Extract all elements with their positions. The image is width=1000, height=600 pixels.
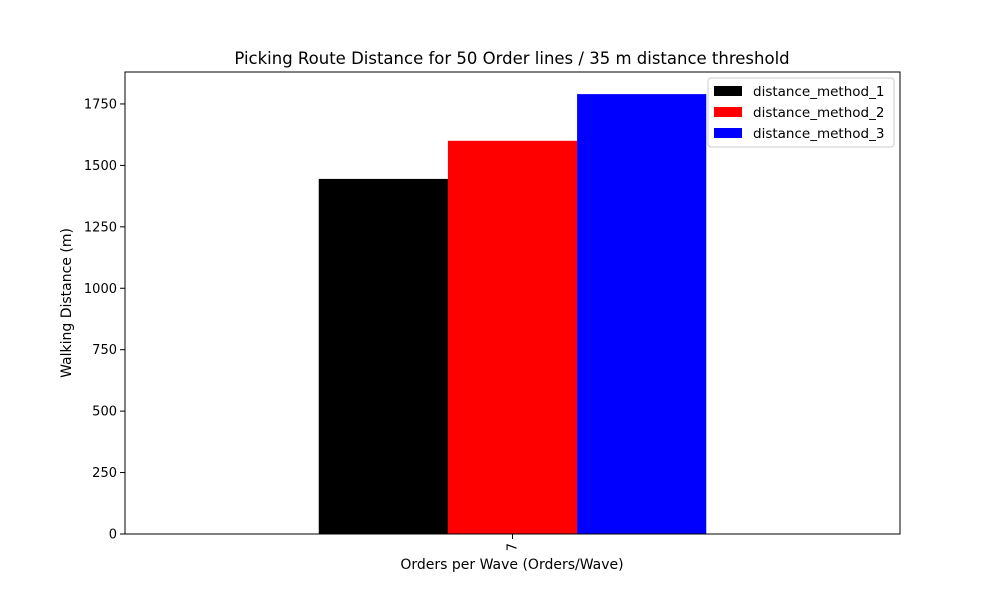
x-tick-label: 7 <box>506 543 521 551</box>
y-tick-label: 250 <box>92 466 117 481</box>
legend-swatch <box>714 107 742 117</box>
legend-swatch <box>714 128 742 138</box>
y-tick-label: 1000 <box>84 282 117 297</box>
y-tick-label: 1750 <box>84 97 117 112</box>
y-tick-label: 1500 <box>84 159 117 174</box>
chart-title: Picking Route Distance for 50 Order line… <box>234 49 789 68</box>
y-tick-label: 1250 <box>84 220 117 235</box>
bar-distance_method_2 <box>447 140 578 534</box>
y-tick-label: 750 <box>92 343 117 358</box>
y-tick-label: 500 <box>92 405 117 420</box>
y-tick-label: 0 <box>109 528 117 543</box>
x-axis-label: Orders per Wave (Orders/Wave) <box>400 557 623 573</box>
bar-distance_method_1 <box>318 178 448 535</box>
y-axis: 0 250 500 750 1000 1250 1500 1750 <box>84 97 125 543</box>
legend-label: distance_method_3 <box>753 126 884 142</box>
bar-distance_method_3 <box>577 94 707 535</box>
bars-group <box>318 94 707 535</box>
x-axis: 7 <box>506 534 521 551</box>
legend-label: distance_method_2 <box>753 105 884 121</box>
y-axis-label: Walking Distance (m) <box>59 228 75 378</box>
legend-swatch <box>714 86 742 96</box>
legend: distance_method_1 distance_method_2distan… <box>707 77 895 148</box>
legend-box <box>707 77 895 148</box>
legend-label: distance_method_1 <box>753 84 884 100</box>
